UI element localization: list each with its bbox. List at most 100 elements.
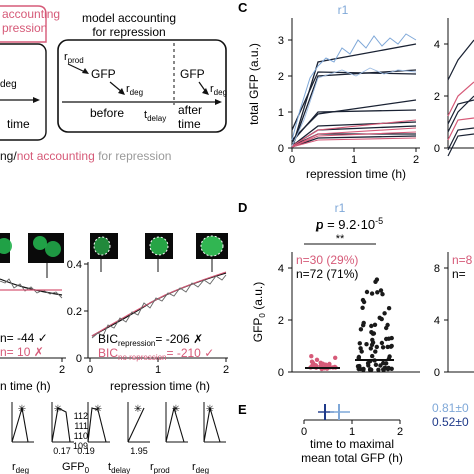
r-deg-before: rdeg bbox=[126, 83, 143, 97]
d-point-black bbox=[364, 289, 370, 295]
b-x-tick-label: 1 bbox=[155, 364, 161, 376]
b-y-tick-label: 0.4 bbox=[67, 259, 82, 271]
label-t-delay: tdelay bbox=[144, 109, 166, 123]
d-point-black bbox=[378, 288, 384, 293]
c-xlabel: repression time (h) bbox=[306, 167, 406, 181]
d2-n-red: n=8 bbox=[452, 253, 473, 267]
axis-time-left: time bbox=[7, 117, 30, 131]
d-point-black bbox=[384, 325, 389, 331]
panel-d-pvalue: pp = 9.2·10-5 bbox=[315, 216, 383, 232]
e-tick-label: 0 bbox=[301, 426, 307, 438]
cell-outline bbox=[149, 236, 169, 256]
b-x-tick-label: 0 bbox=[87, 364, 93, 376]
d-point-black bbox=[372, 322, 378, 327]
d-point-red bbox=[313, 363, 318, 368]
d-point-black bbox=[380, 345, 386, 350]
cell-fluorescence bbox=[0, 238, 12, 254]
left-model-frame bbox=[0, 43, 47, 141]
d2-y-tick-label: 4 bbox=[434, 315, 440, 327]
d-point-black bbox=[358, 346, 363, 351]
panel-b: 2 n= -44 ✓ n= 10 ✗ n time (h) 0 1 200.20.4… bbox=[0, 233, 229, 393]
model-box-repression bbox=[57, 39, 227, 133]
panel-c: C r1 0 1 2 3 0 1 2 total GFP (a.u.) repressio… bbox=[238, 0, 474, 181]
d-point-black bbox=[380, 292, 385, 297]
arrowhead-icon bbox=[82, 68, 89, 74]
d-point-black bbox=[386, 306, 392, 311]
d-point-black bbox=[389, 343, 394, 349]
b-right-ticks: 0 1 2 0 0.2 0.4 bbox=[67, 259, 229, 376]
d-point-black bbox=[379, 340, 385, 346]
star-icon: ✳ bbox=[54, 404, 62, 415]
e-xlabel-1: time to maximal bbox=[310, 437, 394, 451]
d-point-red bbox=[327, 363, 332, 368]
d-point-black bbox=[374, 344, 379, 350]
param-tick: 0.19 bbox=[77, 446, 95, 456]
d-point-red bbox=[314, 357, 320, 362]
param-distribution: ✳ bbox=[203, 402, 226, 443]
c2-trajectories bbox=[447, 39, 474, 157]
c-trajectory bbox=[291, 43, 417, 149]
d-point-black bbox=[368, 346, 373, 351]
star-icon: ✳ bbox=[134, 404, 142, 415]
panel-a: accounting pression deg time model accou… bbox=[0, 5, 227, 163]
panel-d: D r1 pp = 9.2·10-5 ** 0 2 4 GFP0 (a.u.) n=… bbox=[238, 200, 474, 379]
r-prod: rprod bbox=[64, 51, 84, 65]
param-y-tick: 112 bbox=[74, 411, 88, 421]
b-x-tick-label: 2 bbox=[223, 364, 229, 376]
c-x-tick-label: 2 bbox=[413, 154, 419, 166]
legend-line: ng/not accounting for repression bbox=[0, 149, 171, 163]
cell-fluorescence bbox=[33, 236, 47, 250]
b-bic-norep: BICno repression= -210 ✓ bbox=[98, 346, 214, 362]
panel-letter-c: C bbox=[238, 0, 248, 15]
star-icon: ✳ bbox=[94, 404, 102, 415]
title-right-1: model accounting bbox=[82, 11, 176, 25]
c-y-tick-label: 1 bbox=[278, 107, 284, 119]
c2-trajectory bbox=[447, 99, 474, 125]
e-value-light: 0.81±0 bbox=[432, 401, 469, 415]
panel-letter-e: E bbox=[238, 402, 247, 417]
param-label: rdeg bbox=[12, 461, 29, 474]
arrowhead-icon bbox=[202, 88, 209, 95]
model-box-no-repression bbox=[0, 5, 47, 43]
param-distribution: ✳ bbox=[127, 402, 150, 443]
title-left-2: pression bbox=[2, 21, 47, 35]
d-point-black bbox=[375, 290, 380, 295]
d-y-tick-label: 2 bbox=[278, 315, 284, 327]
c-x-tick-label: 0 bbox=[289, 154, 295, 166]
cell-outline bbox=[200, 235, 224, 257]
panel-c-title: r1 bbox=[338, 3, 349, 17]
e-tick-label: 1 bbox=[349, 426, 355, 438]
cell-fluorescence bbox=[45, 241, 61, 257]
d-point-black bbox=[381, 367, 386, 372]
c-trajectory bbox=[291, 109, 417, 143]
arrowhead-icon bbox=[215, 99, 222, 105]
c-trajectory bbox=[291, 127, 417, 148]
param-tick: 0.17 bbox=[53, 446, 71, 456]
param-y-tick: 110 bbox=[74, 431, 88, 441]
r-deg-after: rdeg bbox=[210, 83, 227, 97]
d-point-black bbox=[366, 363, 371, 368]
d-point-red bbox=[309, 354, 314, 359]
cell-outline bbox=[93, 236, 111, 256]
param-y-tick: 111 bbox=[74, 421, 88, 431]
c2-trajectory bbox=[447, 127, 474, 151]
gfp-after: GFP bbox=[180, 67, 205, 81]
d-n-black: n=72 (71%) bbox=[296, 267, 358, 281]
label-after: after bbox=[178, 103, 202, 117]
e-xlabel-2: mean total GFP (h) bbox=[301, 451, 403, 465]
c-trajectory bbox=[291, 135, 417, 148]
d-point-black bbox=[361, 366, 366, 372]
r-deg-fragment: deg bbox=[0, 79, 17, 90]
title-left-1: accounting bbox=[2, 7, 60, 21]
param-distribution: ✳ bbox=[87, 402, 110, 443]
significance-stars: ** bbox=[336, 233, 345, 245]
d-point-black bbox=[386, 365, 391, 371]
c2-y-tick-label: 2 bbox=[434, 91, 440, 103]
b-left-tick: 2 bbox=[59, 364, 65, 376]
e-estimates bbox=[318, 404, 350, 420]
d-point-black bbox=[369, 367, 374, 372]
param-y-tick: 109 bbox=[73, 441, 88, 451]
b-bic-rep: BICrepression= -206 ✗ bbox=[98, 332, 203, 348]
b-right-data bbox=[91, 274, 227, 339]
